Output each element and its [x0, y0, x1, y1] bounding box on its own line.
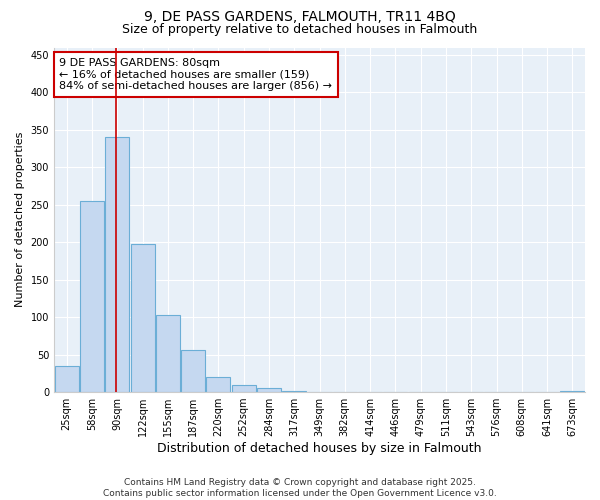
Bar	[156, 315, 180, 392]
Bar	[257, 388, 281, 392]
Text: Contains HM Land Registry data © Crown copyright and database right 2025.
Contai: Contains HM Land Registry data © Crown c…	[103, 478, 497, 498]
Text: 9 DE PASS GARDENS: 80sqm
← 16% of detached houses are smaller (159)
84% of semi-: 9 DE PASS GARDENS: 80sqm ← 16% of detach…	[59, 58, 332, 91]
Bar	[282, 390, 306, 392]
Bar	[80, 201, 104, 392]
Bar	[55, 366, 79, 392]
Bar	[232, 384, 256, 392]
Bar	[181, 350, 205, 392]
Bar	[560, 390, 584, 392]
Bar	[105, 138, 129, 392]
Text: 9, DE PASS GARDENS, FALMOUTH, TR11 4BQ: 9, DE PASS GARDENS, FALMOUTH, TR11 4BQ	[144, 10, 456, 24]
Bar	[206, 377, 230, 392]
Bar	[131, 244, 155, 392]
X-axis label: Distribution of detached houses by size in Falmouth: Distribution of detached houses by size …	[157, 442, 482, 455]
Text: Size of property relative to detached houses in Falmouth: Size of property relative to detached ho…	[122, 22, 478, 36]
Y-axis label: Number of detached properties: Number of detached properties	[15, 132, 25, 308]
